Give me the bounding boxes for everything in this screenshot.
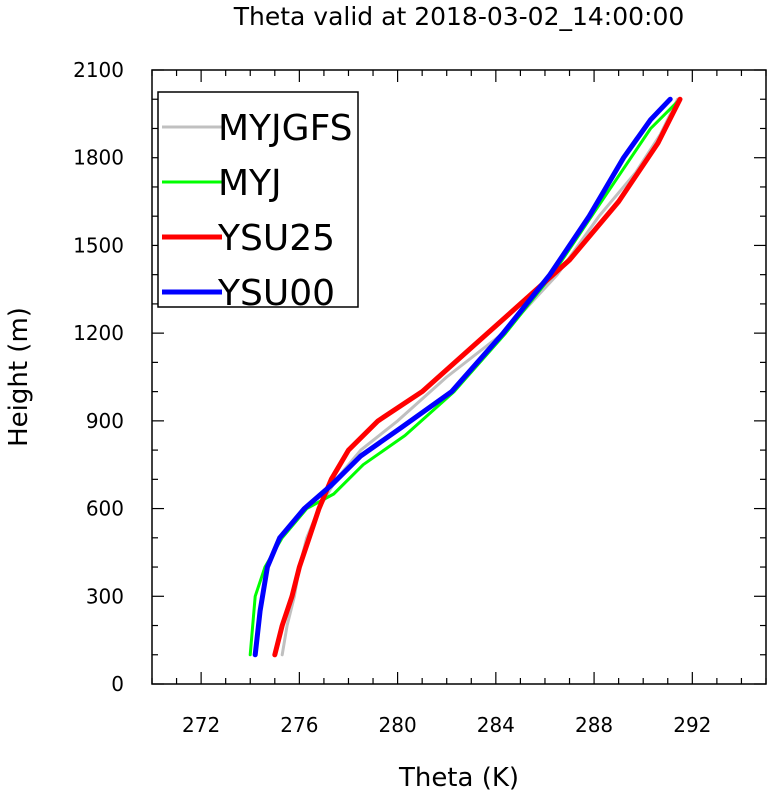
y-tick-label: 1800 bbox=[73, 146, 124, 170]
y-tick-label: 600 bbox=[86, 497, 124, 521]
x-tick-label: 276 bbox=[280, 713, 318, 737]
y-axis-title: Height (m) bbox=[4, 307, 34, 447]
y-tick-label: 2100 bbox=[73, 58, 124, 82]
x-tick-label: 284 bbox=[477, 713, 515, 737]
chart-title: Theta valid at 2018-03-02_14:00:00 bbox=[233, 2, 685, 31]
x-tick-label: 272 bbox=[182, 713, 220, 737]
plot-frame bbox=[151, 69, 767, 685]
legend-label-myj: MYJ bbox=[218, 163, 282, 204]
x-tick-label: 280 bbox=[379, 713, 417, 737]
legend-label-myjgfs: MYJGFS bbox=[218, 108, 353, 149]
y-tick-label: 1500 bbox=[73, 233, 124, 257]
ticks-layer: 272 276 280 284 288 292 0 300 600 900 1200 1500 1800… bbox=[73, 58, 767, 737]
x-tick-label: 288 bbox=[575, 713, 613, 737]
legend-label-ysu00: YSU00 bbox=[217, 273, 335, 314]
x-tick-label: 292 bbox=[673, 713, 711, 737]
y-tick-label: 300 bbox=[86, 584, 124, 608]
y-tick-label: 1200 bbox=[73, 321, 124, 345]
series-line-ysu00 bbox=[252, 96, 673, 658]
y-tick-label: 900 bbox=[86, 409, 124, 433]
series-layer bbox=[248, 96, 683, 658]
x-axis-title: Theta (K) bbox=[398, 763, 519, 793]
series-line-ysu25 bbox=[272, 96, 683, 658]
y-tick-label: 0 bbox=[111, 672, 124, 696]
legend: MYJGFS MYJ YSU25 YSU00 bbox=[157, 91, 359, 314]
legend-label-ysu25: YSU25 bbox=[217, 218, 335, 259]
